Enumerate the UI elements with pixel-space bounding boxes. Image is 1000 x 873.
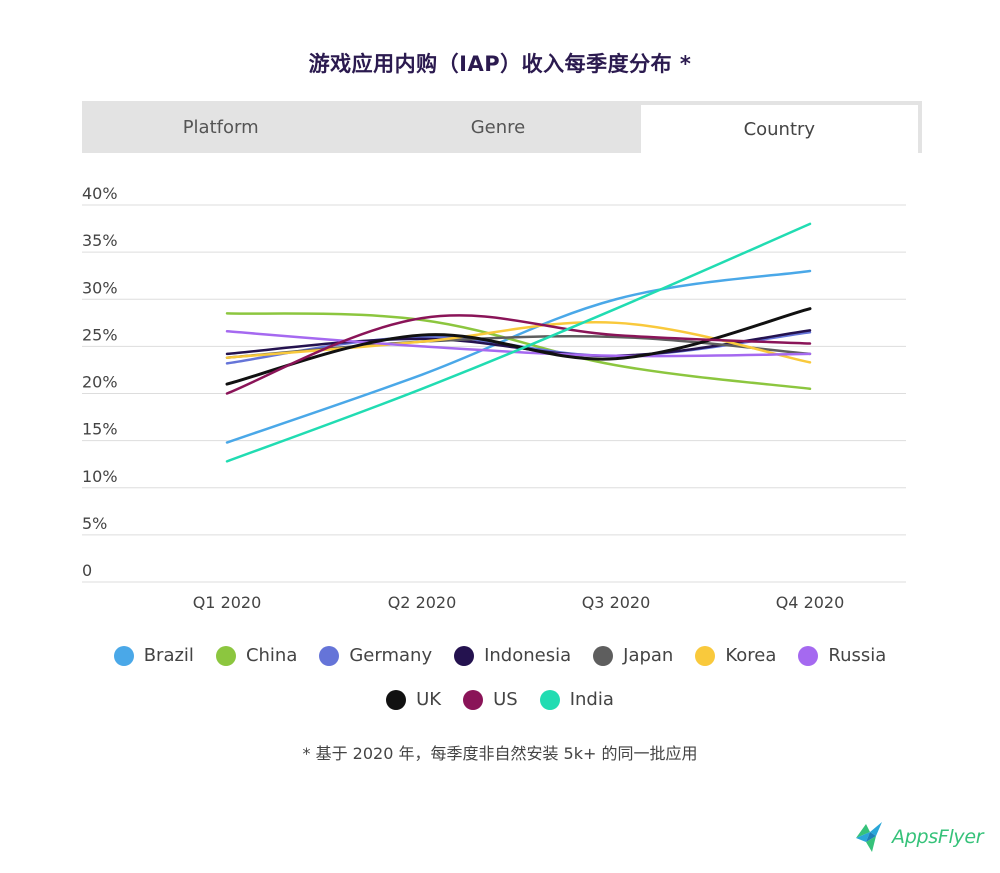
legend-label: India [569,689,614,710]
y-tick-label: 30% [82,278,118,297]
legend-item-china[interactable]: China [215,645,298,666]
legend-label: UK [416,689,442,710]
legend-swatch [463,689,484,710]
legend-label: Japan [623,645,674,666]
y-tick-label: 5% [82,514,107,533]
x-tick-label: Q1 2020 [193,593,262,612]
tab-bar: Platform Genre Country [82,101,922,153]
legend-label: Korea [725,645,777,666]
legend-swatch [319,645,340,666]
legend-label: US [493,689,518,710]
legend-item-uk[interactable]: UK [386,689,441,710]
legend-label: Germany [349,645,433,666]
appsflyer-logo-text: AppsFlyer [892,826,984,848]
x-axis-ticks: Q1 2020 Q2 2020 Q3 2020 Q4 2020 [193,593,845,612]
y-tick-label: 10% [82,467,118,486]
series-line-china [225,312,812,391]
chart-series-lines [225,222,812,463]
legend-item-brazil[interactable]: Brazil [113,645,194,666]
appsflyer-logo: AppsFlyer [852,820,984,854]
legend-item-indonesia[interactable]: Indonesia [454,645,571,666]
y-tick-label: 40% [82,184,118,203]
series-line-brazil [225,269,812,444]
series-line-us [225,314,812,395]
legend-swatch [539,689,560,710]
tab-genre[interactable]: Genre [470,116,526,138]
chart-title: 游戏应用内购（IAP）收入每季度分布 * [308,52,692,76]
legend-item-korea[interactable]: Korea [695,645,776,666]
legend-swatch [798,645,819,666]
legend-row-1: Brazil China Germany Indonesia Japan Korea Rus… [0,645,1000,666]
legend-swatch [454,645,475,666]
series-line-korea [225,321,812,364]
appsflyer-logo-icon [856,822,882,852]
legend-label: China [245,645,298,666]
chart-grid [82,204,906,583]
legend-item-us[interactable]: US [463,689,518,710]
legend-label: Brazil [143,645,194,666]
y-axis-ticks: 0 5% 10% 15% 20% 25% 30% 35% 40% [82,184,118,580]
x-tick-label: Q4 2020 [776,593,845,612]
legend-item-india[interactable]: India [539,689,614,710]
legend-swatch [695,645,716,666]
x-tick-label: Q3 2020 [582,593,651,612]
legend-swatch [215,645,236,666]
legend-label: Indonesia [484,645,572,666]
y-tick-label: 25% [82,325,118,344]
legend-item-russia[interactable]: Russia [798,645,886,666]
tab-platform[interactable]: Platform [182,116,259,138]
y-tick-label: 0 [82,561,92,580]
legend-swatch [113,645,134,666]
legend-swatch [386,689,407,710]
legend-row-2: UK US India [0,689,1000,710]
y-tick-label: 15% [82,420,118,439]
legend-item-japan[interactable]: Japan [593,645,673,666]
series-line-uk [225,307,812,386]
legend-item-germany[interactable]: Germany [319,645,432,666]
x-tick-label: Q2 2020 [388,593,457,612]
line-chart: 05%10%15%20%25%30%35%40% Q1 2020 Q2 2020 Q… [82,184,906,612]
legend-swatch [593,645,614,666]
series-line-russia [225,330,812,358]
legend-label: Russia [828,645,887,666]
series-line-india [225,222,812,463]
y-tick-label: 35% [82,231,118,250]
y-tick-label: 20% [82,373,118,392]
footnote: * 基于 2020 年，每季度非自然安装 5k+ 的同一批应用 [302,744,698,763]
tab-country[interactable]: Country [640,105,918,153]
